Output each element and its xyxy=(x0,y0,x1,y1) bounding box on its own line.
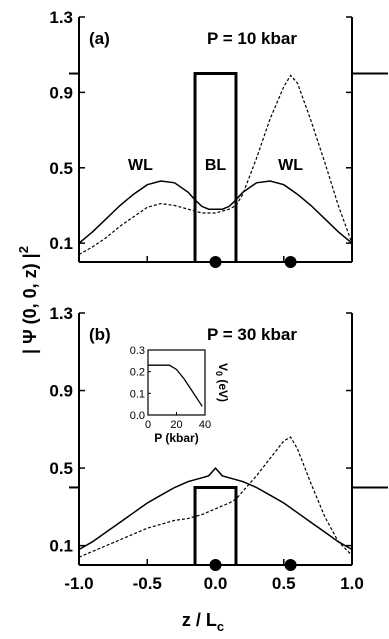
panel-label: (a) xyxy=(89,29,110,48)
inset-y-axis-label: V0 (eV) xyxy=(214,363,230,402)
y-tick-label: 0.5 xyxy=(49,159,73,178)
y-axis-label: | Ψ (0, 0, z) |2 xyxy=(16,246,40,354)
inset-y-tick-label: 0.3 xyxy=(130,345,145,357)
panel-label: (b) xyxy=(89,325,111,344)
inset-y-tick-label: 0.2 xyxy=(130,367,145,379)
y-tick-label: 0.9 xyxy=(49,382,73,401)
inset-x-axis-label: P (kbar) xyxy=(154,431,198,445)
panel-title: P = 10 kbar xyxy=(207,29,297,48)
barrier-outline xyxy=(193,485,238,565)
series-line-solid xyxy=(78,466,353,551)
y-tick-label: 1.3 xyxy=(49,8,73,27)
panel-b: 0.1 0.5 0.9 1.3 -1.0 -0.5 0.0 0.5 1.0 (b) P = 30 k… xyxy=(49,304,388,593)
inset-y-tick-label: 0.0 xyxy=(130,410,145,422)
panel-a: 0.1 0.5 0.9 1.3 (a) P = 10 kbar WL BL WL xyxy=(49,8,388,268)
inset-x-tick-label: 40 xyxy=(199,419,211,431)
panel-title: P = 30 kbar xyxy=(207,325,297,344)
y-tick-label: 0.9 xyxy=(49,83,73,102)
region-label: WL xyxy=(278,157,303,174)
y-tick-label: 1.3 xyxy=(49,304,73,323)
series-line-dashed xyxy=(78,436,353,558)
inset-chart: 0.0 0.1 0.2 0.3 0 20 40P (kbar) V0 (eV) xyxy=(130,345,230,445)
y-tick-label: 0.1 xyxy=(49,234,73,253)
x-tick-label: 1.0 xyxy=(340,574,364,593)
y-tick-label: 0.5 xyxy=(49,459,73,478)
y-axis-label-group: | Ψ (0, 0, z) |2 xyxy=(16,246,40,354)
barrier-outline xyxy=(193,72,238,262)
inset-x-tick-label: 20 xyxy=(170,419,182,431)
y-tick-label: 0.1 xyxy=(49,537,73,556)
inset-series-line xyxy=(148,364,203,407)
region-label: WL xyxy=(128,157,153,174)
series-line-solid xyxy=(78,180,353,244)
x-axis-label: z / Lc xyxy=(182,610,224,634)
x-tick-label: -1.0 xyxy=(64,574,93,593)
inset-frame xyxy=(147,349,206,416)
x-tick-label: 0.5 xyxy=(272,574,296,593)
inset-y-tick-label: 0.1 xyxy=(130,388,145,400)
electron-dot xyxy=(284,256,297,268)
electron-dot xyxy=(209,559,222,571)
region-label: BL xyxy=(205,157,227,174)
x-tick-label: -0.5 xyxy=(133,574,162,593)
x-tick-label: 0.0 xyxy=(204,574,228,593)
inset-x-tick-label: 0 xyxy=(145,419,151,431)
electron-dot xyxy=(284,559,297,571)
electron-dot xyxy=(209,256,222,268)
series-line-dashed xyxy=(78,74,353,256)
